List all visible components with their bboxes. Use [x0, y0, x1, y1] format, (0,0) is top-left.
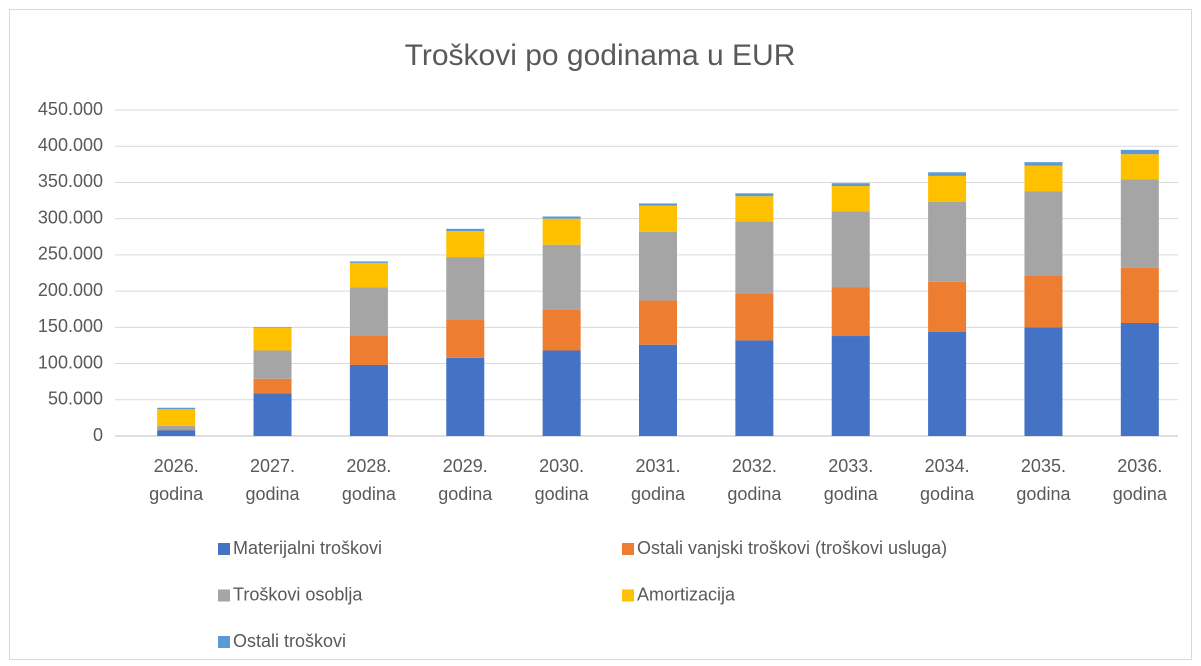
- bar-segment: [446, 319, 485, 358]
- legend-label: Ostali vanjski troškovi (troškovi usluga…: [637, 538, 947, 558]
- bar-segment: [253, 350, 292, 379]
- chart-title: Troškovi po godinama u EUR: [405, 39, 796, 72]
- bar-segment: [446, 257, 485, 320]
- y-tick-label: 200.000: [38, 280, 103, 300]
- bar-segment: [928, 175, 967, 203]
- bar-segment: [349, 335, 388, 366]
- x-tick-label: 2032. godina: [727, 456, 782, 504]
- x-tick-label: 2027. godina: [246, 456, 301, 504]
- bar-segment: [928, 331, 967, 436]
- bar-segment: [1024, 191, 1063, 276]
- bar-segment: [639, 205, 677, 232]
- bar-segment: [542, 350, 581, 436]
- bar-segment: [928, 202, 967, 282]
- bar-segment: [1120, 267, 1159, 323]
- x-tick-label: 2034. godina: [920, 456, 975, 504]
- legend-swatch: [218, 636, 230, 648]
- bar-segment: [735, 294, 774, 341]
- bar-segment: [349, 261, 388, 263]
- bar-segment: [446, 357, 485, 436]
- y-tick-label: 100.000: [38, 352, 103, 372]
- x-tick-label: 2033. godina: [824, 456, 879, 504]
- x-tick-label: 2036. godina: [1113, 456, 1168, 504]
- y-tick-label: 400.000: [38, 135, 103, 155]
- legend-label: Materijalni troškovi: [233, 538, 382, 558]
- bar-segment: [831, 186, 870, 212]
- bar-segment: [349, 262, 388, 288]
- legend-label: Amortizacija: [637, 584, 736, 604]
- bar-segment: [639, 300, 677, 345]
- bar-segment: [1024, 162, 1063, 166]
- bar-segment: [157, 429, 196, 431]
- x-tick-label: 2030. godina: [535, 456, 590, 504]
- y-tick-label: 450.000: [38, 99, 103, 119]
- bar-segment: [735, 221, 774, 295]
- bar-segment: [157, 430, 196, 436]
- bar-segment: [639, 231, 677, 301]
- legend-swatch: [622, 543, 634, 555]
- legend-swatch: [218, 543, 230, 555]
- bar-segment: [253, 328, 292, 351]
- bar-segment: [735, 193, 774, 197]
- bar-segment: [928, 281, 967, 332]
- bar-segment: [253, 378, 292, 394]
- x-tick-label: 2035. godina: [1016, 456, 1071, 504]
- y-tick-label: 50.000: [48, 389, 103, 409]
- bar-segment: [831, 183, 870, 187]
- bar-segment: [735, 340, 774, 436]
- bar-segment: [1120, 322, 1159, 436]
- bar-segment: [253, 393, 292, 436]
- y-tick-label: 350.000: [38, 171, 103, 191]
- bar-segment: [831, 336, 870, 436]
- bar-segment: [639, 344, 677, 436]
- bar-segment: [831, 211, 870, 288]
- bar-segment: [831, 287, 870, 337]
- bar-segment: [1024, 275, 1063, 328]
- legend-label: Troškovi osoblja: [233, 584, 363, 604]
- bar-segment: [157, 407, 196, 410]
- bar-segment: [349, 287, 388, 336]
- x-tick-label: 2028. godina: [342, 456, 397, 504]
- x-tick-label: 2026. godina: [149, 456, 204, 504]
- bar-segment: [542, 218, 581, 245]
- bar-segment: [542, 244, 581, 310]
- bar-segment: [349, 365, 388, 436]
- bar-segment: [253, 327, 292, 329]
- bar-segment: [157, 409, 196, 426]
- bar-segment: [446, 230, 485, 258]
- legend-swatch: [622, 589, 634, 602]
- y-tick-label: 250.000: [38, 244, 103, 264]
- bar-segment: [1024, 327, 1063, 436]
- bar-segment: [1120, 149, 1159, 155]
- bar-segment: [639, 203, 677, 206]
- bar-segment: [157, 425, 196, 430]
- bar-segment: [928, 172, 967, 176]
- y-tick-label: 300.000: [38, 207, 103, 227]
- chart-border: [9, 9, 1192, 660]
- bar-segment: [1024, 165, 1063, 192]
- y-tick-label: 150.000: [38, 316, 103, 336]
- y-tick-label: 0: [93, 425, 103, 445]
- bar-segment: [446, 228, 485, 231]
- bar-segment: [1120, 154, 1159, 180]
- bar-segment: [542, 309, 581, 351]
- bar-segment: [1120, 179, 1159, 268]
- legend-swatch: [218, 589, 230, 602]
- legend-label: Ostali troškovi: [233, 631, 346, 651]
- bar-segment: [542, 216, 581, 219]
- x-tick-label: 2029. godina: [438, 456, 493, 504]
- bar-segment: [735, 196, 774, 222]
- x-tick-label: 2031. godina: [631, 456, 686, 504]
